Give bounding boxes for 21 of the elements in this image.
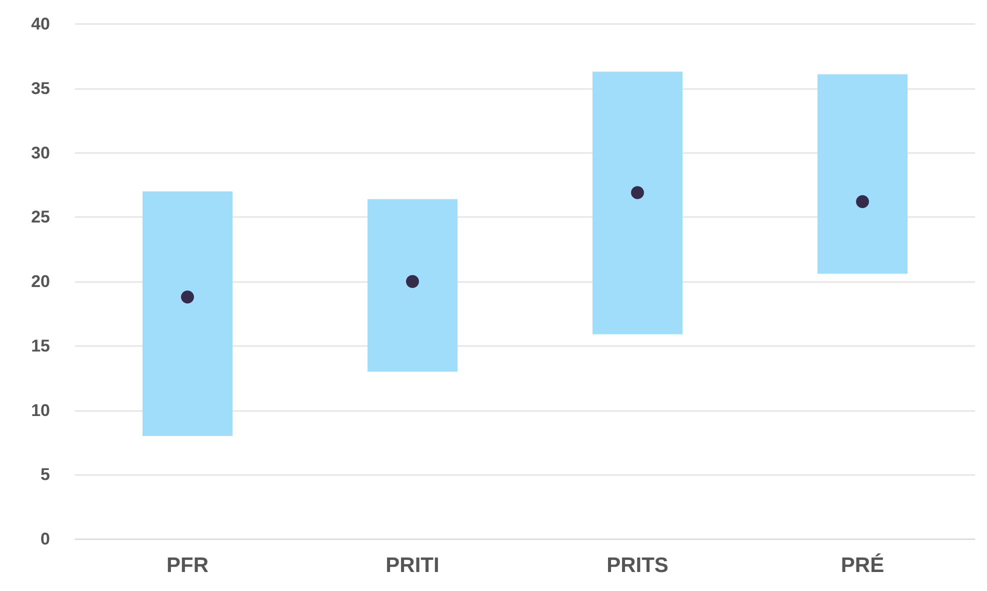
y-tick-label: 0 [40, 530, 50, 548]
bar [818, 74, 908, 274]
y-tick-label: 40 [31, 14, 50, 34]
point [631, 186, 644, 200]
x-tick-label: PRITS [606, 554, 668, 577]
bar [592, 72, 682, 334]
y-tick-label: 5 [40, 465, 50, 484]
x-tick-label: PFR [166, 554, 208, 577]
y-tick-label: 20 [31, 272, 50, 291]
x-tick-label: PRÉ [840, 553, 884, 577]
point [181, 290, 194, 304]
x-tick-label: PRITI [386, 554, 440, 577]
point [856, 195, 869, 208]
y-tick-label: 35 [31, 78, 50, 98]
point [406, 275, 419, 288]
y-tick-label: 10 [31, 400, 50, 420]
bar [368, 199, 458, 372]
bar [142, 191, 232, 436]
y-tick-label: 15 [31, 336, 50, 356]
y-tick-label: 25 [31, 208, 50, 227]
y-tick-label: 30 [31, 143, 50, 162]
